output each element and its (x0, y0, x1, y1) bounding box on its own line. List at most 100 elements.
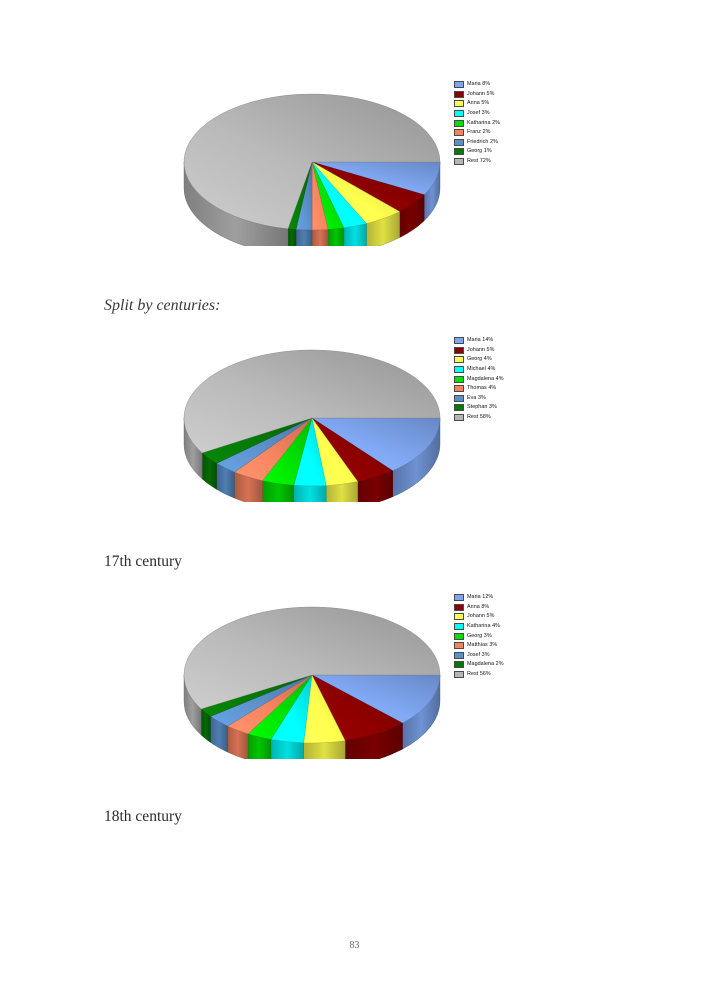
legend-color-swatch (454, 129, 464, 137)
legend-item: Magdalena 2% (454, 660, 520, 670)
legend-color-swatch (454, 90, 464, 98)
legend-item: Georg 4% (454, 355, 520, 365)
pie-slice-side (293, 485, 327, 502)
legend-item: Franz 2% (454, 128, 520, 138)
pie-top-faces (183, 349, 441, 487)
pie-slice-side (303, 740, 346, 759)
legend-item-label: Maria 12% (467, 594, 494, 601)
pie-slice-rest (183, 606, 441, 710)
legend-color-swatch (454, 671, 464, 679)
pie-chart-18th-century: Maria 12% Anna 8% Johann 5% Katharina 4% Geo… (180, 589, 520, 759)
legend-item: Johann 5% (454, 346, 520, 356)
legend-item-label: Katharina 4% (467, 623, 500, 630)
legend-color-swatch (454, 394, 464, 402)
legend-item-label: Johann 5% (467, 90, 495, 97)
legend-color-swatch (454, 148, 464, 156)
legend-item-label: Stephan 3% (467, 404, 497, 411)
legend-item-label: Anna 5% (467, 100, 490, 107)
legend-item-label: Johann 5% (467, 346, 495, 353)
legend-item: Maria 14% (454, 336, 520, 346)
pie-slice-maria (311, 417, 441, 472)
legend-item-label: Friedrich 2% (467, 138, 498, 145)
legend-item: Josef 3% (454, 651, 520, 661)
page-number: 83 (349, 940, 360, 951)
legend-item-label: Magdalena 4% (467, 375, 504, 382)
pie-graphic-overall (180, 76, 452, 246)
pie-slice-side (287, 228, 297, 246)
legend-item-label: Michael 4% (467, 366, 496, 373)
legend-color-swatch (454, 651, 464, 659)
legend-item: Maria 8% (454, 80, 520, 90)
pie-top-faces (183, 606, 441, 744)
legend-item: Thomas 4% (454, 384, 520, 394)
pie-slice-rest (183, 93, 441, 230)
pie-chart-overall: Maria 8% Johann 5% Anna 5% Josef 3% Katharin… (180, 76, 520, 246)
chart-legend-18th-century: Maria 12% Anna 8% Johann 5% Katharina 4% Geo… (454, 593, 520, 679)
legend-color-swatch (454, 375, 464, 383)
pie-graphic-17th-century (180, 332, 452, 502)
legend-item: Rest 56% (454, 670, 520, 680)
legend-color-swatch (454, 414, 464, 422)
pie-slice-side (295, 229, 313, 246)
legend-color-swatch (454, 119, 464, 127)
chart-legend-overall: Maria 8% Johann 5% Anna 5% Josef 3% Katharin… (454, 80, 520, 166)
pie-slice-side (327, 227, 345, 246)
pie-side-walls (183, 674, 441, 759)
legend-color-swatch (454, 613, 464, 621)
chart-legend-17th-century: Maria 14% Johann 5% Georg 4% Michael 4% Magd… (454, 336, 520, 422)
pie-svg (183, 606, 441, 759)
legend-item: Katharina 2% (454, 118, 520, 128)
pie-slice-rest (183, 349, 441, 454)
legend-item-label: Rest 58% (467, 414, 491, 421)
legend-item-label: Georg 3% (467, 632, 492, 639)
legend-item-label: Magdalena 2% (467, 661, 504, 668)
legend-item: Eva 3% (454, 394, 520, 404)
legend-color-swatch (454, 346, 464, 354)
legend-item-label: Anna 8% (467, 603, 490, 610)
legend-item: Magdalena 4% (454, 374, 520, 384)
legend-item: Michael 4% (454, 365, 520, 375)
legend-color-swatch (454, 356, 464, 364)
legend-item: Matthias 3% (454, 641, 520, 651)
caption-17th-century: 17th century (104, 553, 182, 570)
legend-item-label: Franz 2% (467, 129, 491, 136)
legend-item: Johann 5% (454, 612, 520, 622)
legend-item-label: Josef 3% (467, 110, 490, 117)
legend-item: Friedrich 2% (454, 138, 520, 148)
pie-slice-maria (311, 674, 441, 724)
legend-item: Johann 5% (454, 90, 520, 100)
legend-color-swatch (454, 138, 464, 146)
legend-item: Rest 58% (454, 413, 520, 423)
legend-item: Stephan 3% (454, 403, 520, 413)
legend-item-label: Eva 3% (467, 394, 486, 401)
legend-item-label: Georg 4% (467, 356, 492, 363)
caption-18th-century: 18th century (104, 808, 182, 825)
legend-color-swatch (454, 623, 464, 631)
legend-color-swatch (454, 642, 464, 650)
legend-color-swatch (454, 337, 464, 345)
legend-item-label: Maria 8% (467, 81, 491, 88)
pie-top-faces (183, 93, 441, 231)
legend-color-swatch (454, 366, 464, 374)
legend-item: Anna 8% (454, 603, 520, 613)
legend-item-label: Georg 1% (467, 148, 492, 155)
legend-item: Georg 1% (454, 147, 520, 157)
legend-color-swatch (454, 661, 464, 669)
legend-color-swatch (454, 100, 464, 108)
legend-item-label: Thomas 4% (467, 385, 497, 392)
legend-item-label: Katharina 2% (467, 119, 500, 126)
legend-item-label: Maria 14% (467, 337, 494, 344)
legend-color-swatch (454, 110, 464, 118)
legend-item-label: Josef 3% (467, 651, 490, 658)
legend-color-swatch (454, 385, 464, 393)
pie-svg (183, 349, 441, 502)
legend-item: Georg 3% (454, 631, 520, 641)
pie-graphic-18th-century (180, 589, 452, 759)
pie-slice-side (311, 229, 329, 246)
legend-item: Katharina 4% (454, 622, 520, 632)
legend-item-label: Matthias 3% (467, 642, 498, 649)
legend-color-swatch (454, 81, 464, 89)
pie-svg (183, 93, 441, 246)
legend-item-label: Rest 72% (467, 158, 491, 165)
